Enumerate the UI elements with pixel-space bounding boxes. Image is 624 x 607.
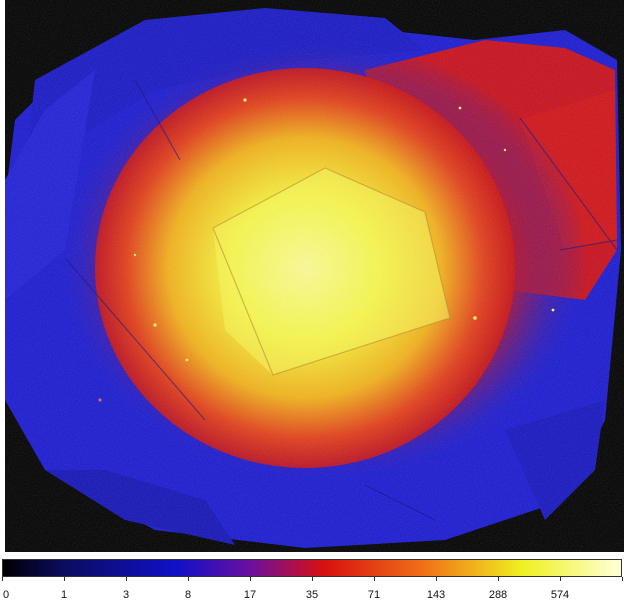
colorbar-tick [622, 577, 623, 581]
noise-overlay [5, 0, 624, 552]
colorbar-tick [436, 577, 437, 581]
colorbar: 0 1 3 8 17 35 71 143 288 574 [0, 559, 624, 607]
colorbar-tick [64, 577, 65, 581]
colorbar-tick-label: 288 [488, 589, 508, 601]
colorbar-tick-label: 17 [243, 589, 257, 601]
colorbar-tick-label: 574 [550, 589, 570, 601]
colorbar-tick-label: 0 [2, 589, 10, 601]
colorbar-tick-label: 8 [184, 589, 192, 601]
colorbar-tick-label: 1 [60, 589, 68, 601]
colorbar-tick [2, 577, 3, 581]
colorbar-tick-label: 71 [367, 589, 381, 601]
colorbar-gradient [2, 559, 622, 577]
colorbar-tick [560, 577, 561, 581]
colorbar-tick [498, 577, 499, 581]
colorbar-tick [188, 577, 189, 581]
colorbar-tick-label: 143 [426, 589, 446, 601]
colorbar-tick-label: 3 [122, 589, 130, 601]
intensity-image[interactable] [5, 0, 624, 552]
colorbar-tick-label: 35 [305, 589, 319, 601]
colorbar-ticks [0, 577, 624, 585]
colorbar-labels: 0 1 3 8 17 35 71 143 288 574 [0, 589, 624, 605]
colorbar-tick [374, 577, 375, 581]
colorbar-tick [126, 577, 127, 581]
colorbar-tick [312, 577, 313, 581]
colorbar-tick [250, 577, 251, 581]
